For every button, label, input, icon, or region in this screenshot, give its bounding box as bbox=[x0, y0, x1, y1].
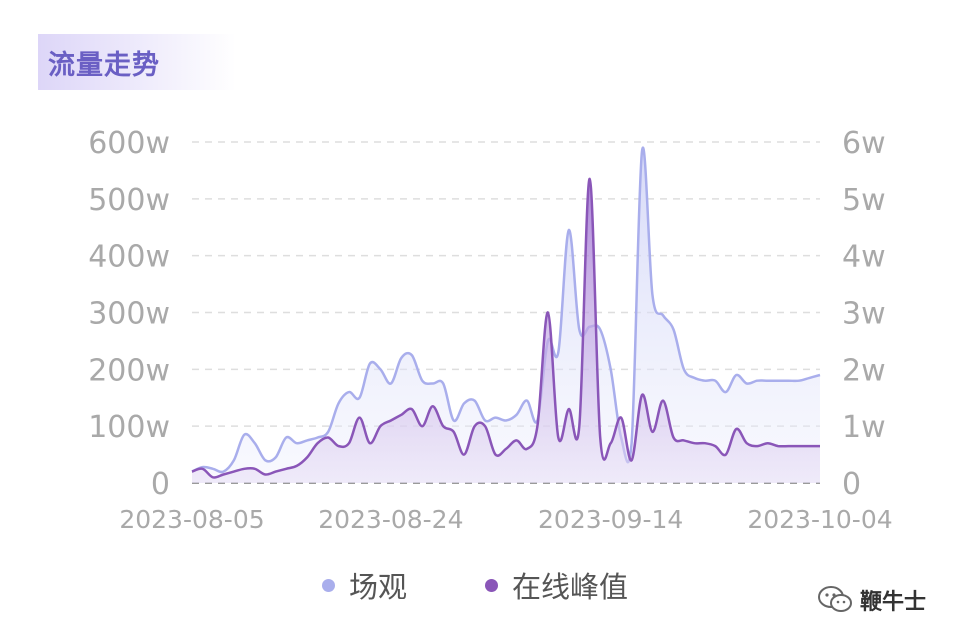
legend-item-peak[interactable]: 在线峰值 bbox=[485, 564, 628, 606]
series-line-views bbox=[191, 146, 821, 474]
title-badge: 流量走势 bbox=[38, 34, 236, 90]
watermark: 鞭牛士 bbox=[816, 584, 926, 616]
series-area-views bbox=[192, 147, 820, 484]
y-right-tick: 4w bbox=[842, 240, 886, 275]
wechat-icon bbox=[818, 586, 852, 612]
x-tick: 2023-10-04 bbox=[747, 505, 892, 534]
traffic-chart: 0 100w 200w 300w 400w 500w 600w 0 1w 2w 3w 4w 5w 6w 20… bbox=[88, 126, 892, 534]
y-left-tick: 400w bbox=[88, 240, 170, 275]
y-right-tick: 5w bbox=[842, 183, 886, 218]
axis-labels: 0 100w 200w 300w 400w 500w 600w 0 1w 2w 3w 4w 5w 6w 20… bbox=[88, 126, 892, 534]
legend: 场观 在线峰值 bbox=[322, 564, 706, 606]
y-right-tick: 6w bbox=[842, 126, 886, 161]
x-tick: 2023-08-05 bbox=[119, 505, 264, 534]
series-area-peak bbox=[192, 178, 820, 483]
series-areas bbox=[191, 146, 821, 484]
legend-dot-peak bbox=[485, 578, 499, 592]
x-tick: 2023-08-24 bbox=[318, 505, 463, 534]
legend-item-views[interactable]: 场观 bbox=[322, 564, 407, 606]
y-left-tick: 600w bbox=[88, 126, 170, 161]
y-left-tick: 200w bbox=[88, 353, 170, 388]
y-right-tick: 2w bbox=[842, 353, 886, 388]
y-right-tick: 0 bbox=[842, 467, 861, 502]
y-right-tick: 3w bbox=[842, 297, 886, 332]
y-left-tick: 500w bbox=[88, 183, 170, 218]
y-left-tick: 100w bbox=[88, 410, 170, 445]
y-right-tick: 1w bbox=[842, 410, 886, 445]
legend-dot-views bbox=[322, 578, 335, 592]
legend-label-views: 场观 bbox=[349, 570, 408, 604]
y-left-tick: 0 bbox=[151, 467, 170, 502]
watermark-text: 鞭牛士 bbox=[860, 590, 927, 615]
legend-label-peak: 在线峰值 bbox=[512, 570, 629, 604]
series-line-peak bbox=[191, 177, 820, 479]
x-tick: 2023-09-14 bbox=[538, 505, 683, 534]
page-title: 流量走势 bbox=[48, 49, 160, 81]
y-left-tick: 300w bbox=[88, 297, 170, 332]
